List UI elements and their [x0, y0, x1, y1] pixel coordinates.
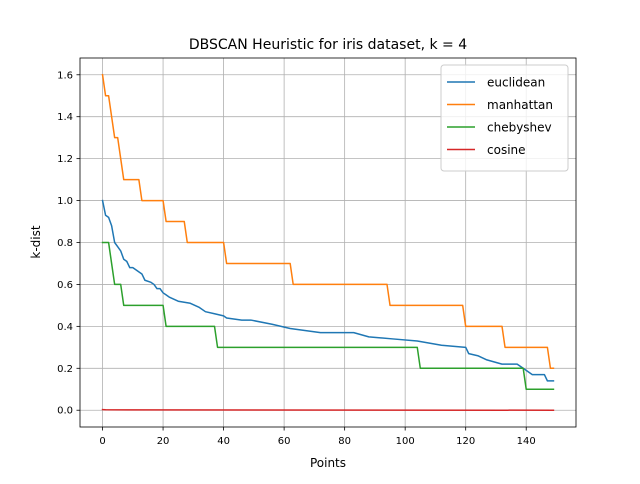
- y-axis-label: k-dist: [29, 225, 43, 258]
- legend: euclidean manhattan chebyshev cosine: [440, 64, 569, 172]
- x-tick-label: 20: [157, 436, 170, 447]
- x-tick-label: 80: [338, 436, 351, 447]
- y-tick-label: 1.6: [57, 70, 73, 81]
- y-tick-label: 0.8: [57, 238, 73, 249]
- y-tick-label: 0.4: [57, 322, 73, 333]
- x-tick-label: 100: [396, 436, 415, 447]
- x-tick-label: 140: [517, 436, 536, 447]
- y-tick-label: 0.2: [57, 364, 73, 375]
- legend-label-euclidean: euclidean: [487, 76, 545, 90]
- legend-label-manhattan: manhattan: [487, 98, 553, 112]
- x-axis-label: Points: [310, 456, 346, 470]
- y-tick-label: 0.6: [57, 280, 73, 291]
- x-tick-label: 0: [99, 436, 105, 447]
- legend-box: [440, 64, 569, 172]
- chart-title: DBSCAN Heuristic for iris dataset, k = 4: [189, 37, 467, 53]
- y-tick-label: 0.0: [57, 406, 73, 417]
- y-tick-label: 1.2: [57, 154, 73, 165]
- series-line-manhattan: [101, 73, 555, 370]
- legend-label-cosine: cosine: [487, 143, 526, 157]
- x-tick-label: 120: [456, 436, 475, 447]
- x-tick-label: 40: [217, 436, 230, 447]
- series-line-cosine: [101, 408, 555, 411]
- y-tick-label: 1.0: [57, 196, 73, 207]
- legend-label-chebyshev: chebyshev: [487, 121, 552, 135]
- series-line-chebyshev: [101, 241, 555, 391]
- y-tick-label: 1.4: [57, 112, 73, 123]
- series-line-euclidean: [101, 199, 555, 382]
- x-tick-label: 60: [278, 436, 291, 447]
